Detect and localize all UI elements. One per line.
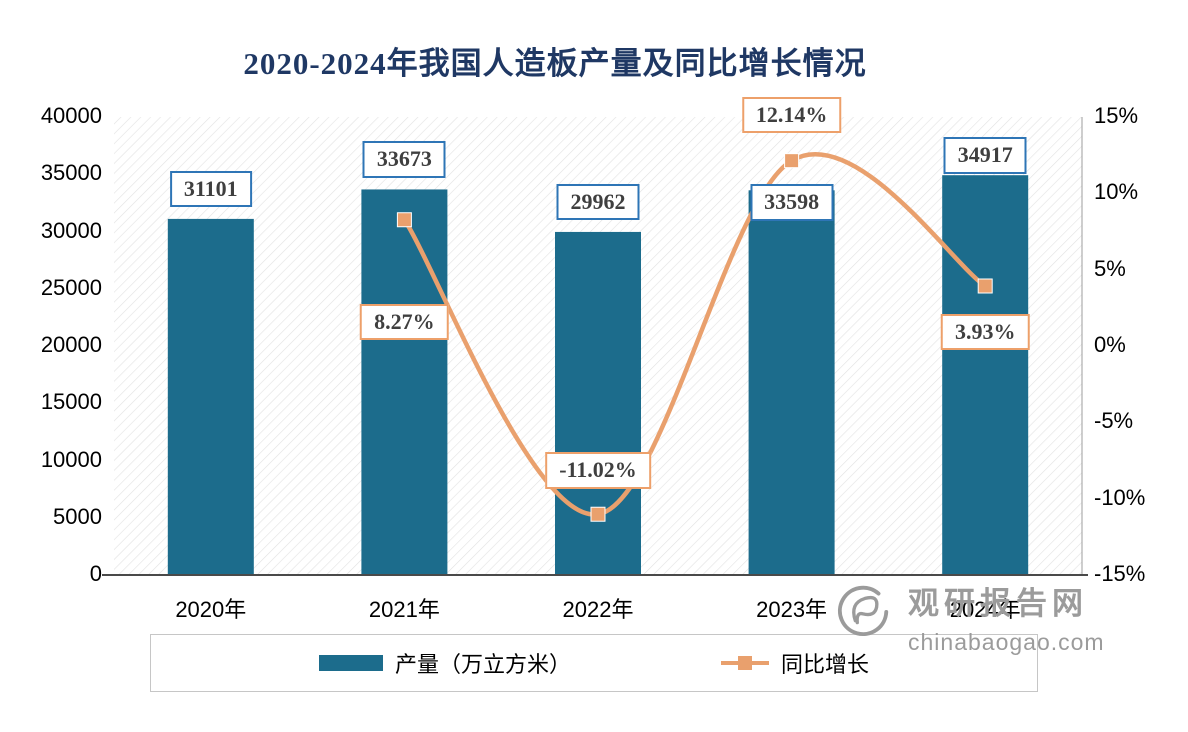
watermark: 观研报告网 chinabaogao.com — [836, 578, 1105, 656]
chart-title: 2020-2024年我国人造板产量及同比增长情况 — [243, 46, 867, 81]
legend-item-growth: 同比增长 — [721, 647, 869, 679]
growth-marker-icon — [784, 153, 800, 169]
growth-line — [402, 152, 987, 517]
legend-item-production: 产量（万立方米） — [318, 647, 571, 679]
legend: 产量（万立方米） 同比增长 — [150, 634, 1038, 692]
growth-marker-icon — [396, 212, 412, 228]
watermark-logo-icon — [838, 585, 889, 637]
growth-marker-icon — [977, 278, 993, 294]
bar-2024年 — [942, 175, 1029, 575]
bar-2023年 — [748, 190, 835, 575]
watermark-name: 观研报告网 — [908, 586, 1088, 621]
legend-label-growth: 同比增长 — [781, 652, 870, 677]
bar-2022年 — [555, 231, 641, 575]
bar-2020年 — [167, 218, 254, 575]
line-swatch-marker — [738, 656, 752, 670]
line-swatch-icon — [721, 655, 769, 671]
growth-marker-icon — [590, 506, 606, 522]
watermark-site: chinabaogao.com — [908, 629, 1105, 655]
bar-swatch-icon — [318, 655, 383, 671]
bar-2021年 — [361, 189, 448, 575]
legend-label-production: 产量（万立方米） — [394, 652, 571, 677]
